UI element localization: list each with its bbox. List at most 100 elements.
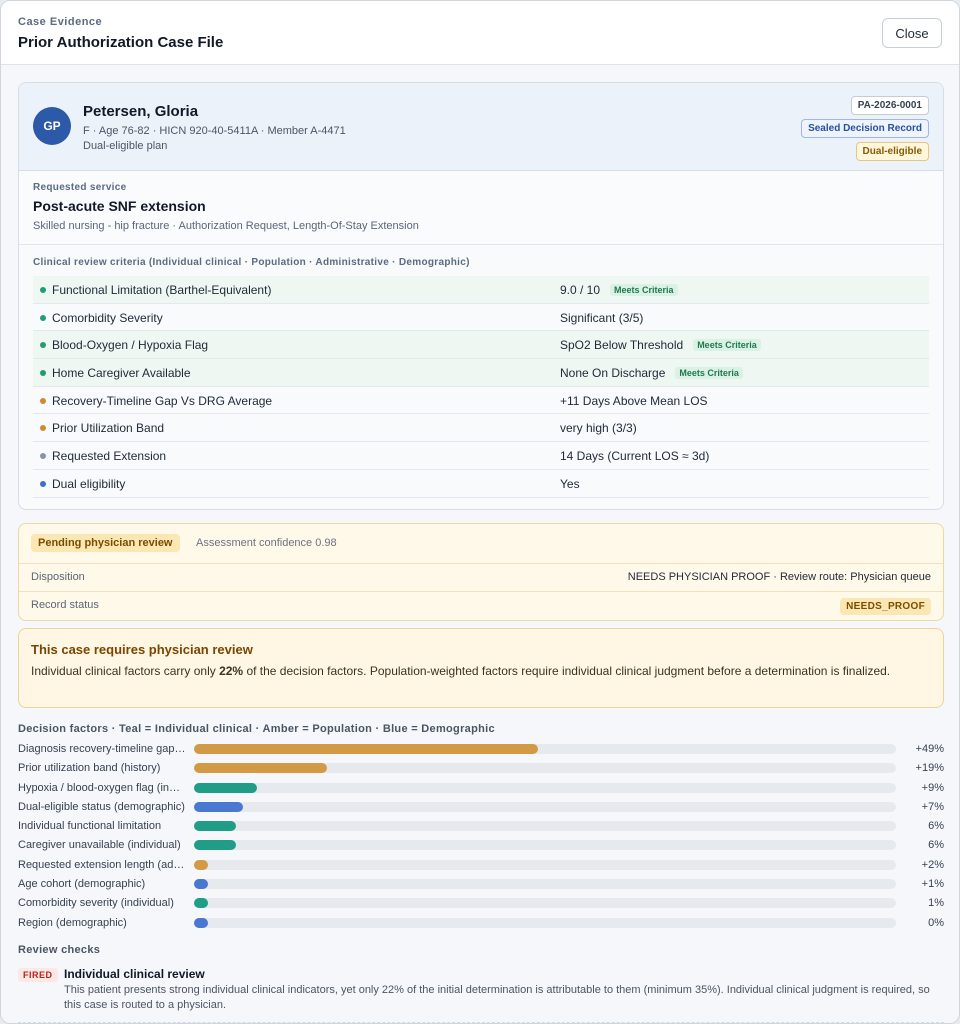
decision-factors: Diagnosis recovery-timeline gap (populat… [18,740,944,933]
case-id-badge: PA-2026-0001 [850,96,929,115]
factor-label: Comorbidity severity (individual) [18,897,174,910]
criteria-type-dot [40,314,46,321]
factor-value: +2% [921,858,944,871]
factor-bar [194,898,208,909]
factor-track [194,859,896,870]
factor-track [194,879,896,890]
factor-label: Individual functional limitation [18,820,162,833]
close-button[interactable]: Close [882,18,942,48]
record-status-badge: NEEDS_PROOF [840,598,931,615]
factor-track [194,840,896,851]
criteria-row: Home Caregiver Available None On Discharg… [33,359,929,387]
criteria-value-cell: Significant (3/5) [560,311,643,325]
factor-bar [194,744,538,754]
record-status-row: Record status NEEDS_PROOF [19,592,943,620]
criteria-value-cell: None On Discharge Meets Criteria [560,366,743,380]
dual-eligible-badge: Dual-eligible [855,142,929,161]
factor-row: Hypoxia / blood-oxygen flag (individual)… [18,779,944,798]
criteria-type-dot [40,425,46,432]
criteria-label: Recovery-Timeline Gap Vs DRG Average [52,393,273,408]
factor-value: +19% [915,762,944,775]
status-card: Pending physician review Assessment conf… [18,523,944,621]
criteria-label: Home Caregiver Available [52,366,191,381]
modal-eyebrow: Case Evidence [18,16,103,28]
record-status-key: Record status [31,599,99,611]
criteria-label: Prior Utilization Band [52,421,165,436]
criteria-value: very high (3/3) [560,421,637,436]
factor-track [194,801,896,812]
decision-factors-title: Decision factors · Teal = Individual cli… [18,723,495,735]
factor-label: Age cohort (demographic) [18,878,146,891]
factor-row: Requested extension length (administrati… [18,856,944,875]
pending-review-badge: Pending physician review [31,534,180,552]
patient-card: GP Petersen, Gloria F · Age 76-82 · HICN… [18,82,944,510]
criteria-row: Comorbidity Severity Significant (3/5) [33,304,929,332]
criteria-label: Dual eligibility [52,476,126,491]
factor-row: Region (demographic) 0% [18,914,944,933]
criteria-label: Comorbidity Severity [52,310,163,325]
patient-name: Petersen, Gloria [83,103,199,120]
criteria-value: Significant (3/5) [560,310,644,325]
criteria-value: +11 Days Above Mean LOS [560,393,708,408]
criteria-value: 9.0 / 10 [560,283,601,297]
criteria-label: Functional Limitation (Barthel-Equivalen… [52,283,272,297]
factor-track [194,763,896,774]
criteria-title: Clinical review criteria (Individual cli… [33,257,470,268]
status-top: Pending physician review Assessment conf… [19,524,943,564]
factor-label: Region (demographic) [18,916,127,929]
check-body: This patient presents strong individual … [64,984,930,1011]
factor-value: +49% [915,743,944,755]
patient-badges: PA-2026-0001 Sealed Decision Record Dual… [801,96,929,161]
criteria-value-cell: 14 Days (Current LOS ≈ 3d) [560,449,709,463]
factor-bar [194,840,237,851]
modal-header: Case Evidence Prior Authorization Case F… [1,1,959,65]
avatar: GP [33,107,71,145]
criteria-value-cell: very high (3/3) [560,421,637,435]
factor-bar [194,782,258,793]
patient-plan: Dual-eligible plan [83,140,168,152]
criteria-type-dot [40,370,46,377]
factor-value: 6% [928,839,944,852]
criteria-type-dot [40,397,46,404]
criteria-type-dot [40,342,46,349]
factor-value: +7% [921,800,944,813]
factor-track [194,744,896,754]
criteria-value: SpO2 Below Threshold [560,338,684,353]
criteria-row: Blood-Oxygen / Hypoxia Flag SpO2 Below Th… [33,331,929,360]
factor-label: Dual-eligible status (demographic) [18,800,185,813]
criteria-label: Blood-Oxygen / Hypoxia Flag [52,338,209,353]
factor-value: +1% [921,878,944,891]
factor-bar [194,917,208,928]
factor-label: Caregiver unavailable (individual) [18,839,181,852]
modal-title: Prior Authorization Case File [18,34,224,51]
check-status-badge: FIRED [18,968,58,982]
criteria-label: Requested Extension [52,449,167,464]
review-check-item: FIRED Individual clinical review This pa… [18,963,944,1023]
criteria-value: 14 Days (Current LOS ≈ 3d) [560,449,710,464]
factor-value: 0% [928,916,944,929]
criteria-type-dot [40,287,46,293]
criteria-value-cell: Yes [560,477,580,491]
criteria-value-cell: SpO2 Below Threshold Meets Criteria [560,338,761,352]
physician-review-alert: This case requires physician review Indi… [18,628,944,708]
factor-row: Individual functional limitation 6% [18,817,944,836]
factor-value: 1% [928,897,944,910]
check-title: Individual clinical review [64,967,205,981]
disposition-row: Disposition NEEDS PHYSICIAN PROOF · Revi… [19,564,943,592]
factor-row: Dual-eligible status (demographic) +7% [18,798,944,817]
criteria-row: Recovery-Timeline Gap Vs DRG Average +11 … [33,387,929,415]
factor-bar [194,801,244,812]
alert-title: This case requires physician review [31,642,253,657]
factor-track [194,917,896,928]
criteria-row: Functional Limitation (Barthel-Equivalen… [33,276,929,304]
service-subtitle: Skilled nursing - hip fracture · Authori… [33,220,419,232]
factor-label: Requested extension length (administrati… [18,858,186,871]
factor-label: Hypoxia / blood-oxygen flag (individual) [18,781,186,794]
alert-body-pct: 22% [219,664,244,678]
criteria-list: Functional Limitation (Barthel-Equivalen… [33,276,929,498]
service-label: Requested service [33,182,127,193]
criteria-value: Yes [560,476,580,491]
factor-row: Comorbidity severity (individual) 1% [18,894,944,913]
factor-bar [194,763,328,774]
